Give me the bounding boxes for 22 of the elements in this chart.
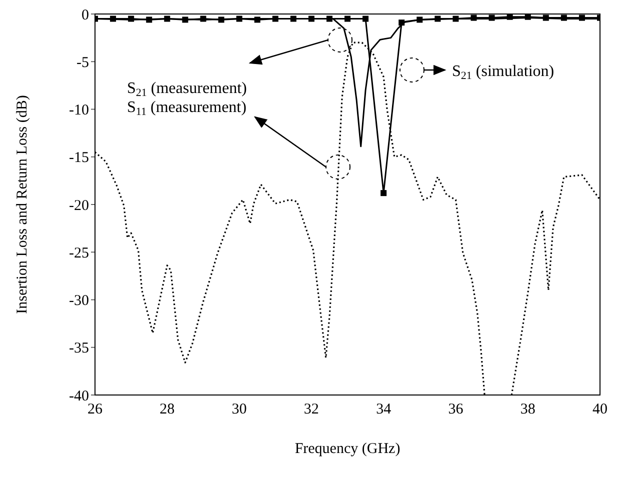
x-tick-label: 36 (448, 402, 464, 418)
y-tick-label: -35 (69, 340, 89, 357)
y-tick-label: -5 (76, 54, 89, 71)
x-tick-label: 26 (88, 402, 103, 418)
x-tick-label: 30 (232, 402, 247, 418)
y-tick-label: -20 (69, 198, 89, 214)
y-tick-label: -15 (69, 150, 89, 166)
x-tick-label: 34 (376, 402, 392, 418)
y-tick-label: -25 (69, 245, 89, 262)
y-tick-label: 0 (82, 7, 89, 24)
x-axis-title: Frequency (GHz) (294, 441, 400, 457)
annotation: S$_{21}$ (measurement) (127, 80, 247, 99)
x-tick-label: 40 (592, 402, 608, 418)
y-axis-title: Insertion Loss and Return Loss (dB) (14, 95, 30, 314)
x-tick-label: 38 (520, 402, 536, 418)
annotation: S$_{21}$ (simulation) (452, 63, 554, 82)
x-tick-label: 28 (160, 402, 175, 418)
y-tick-label: -30 (69, 293, 89, 310)
x-tick-label: 32 (304, 402, 319, 418)
annotation: S$_{11}$ (measurement) (127, 99, 246, 118)
y-tick-label: -10 (69, 102, 89, 119)
y-tick-label: -40 (69, 388, 89, 404)
